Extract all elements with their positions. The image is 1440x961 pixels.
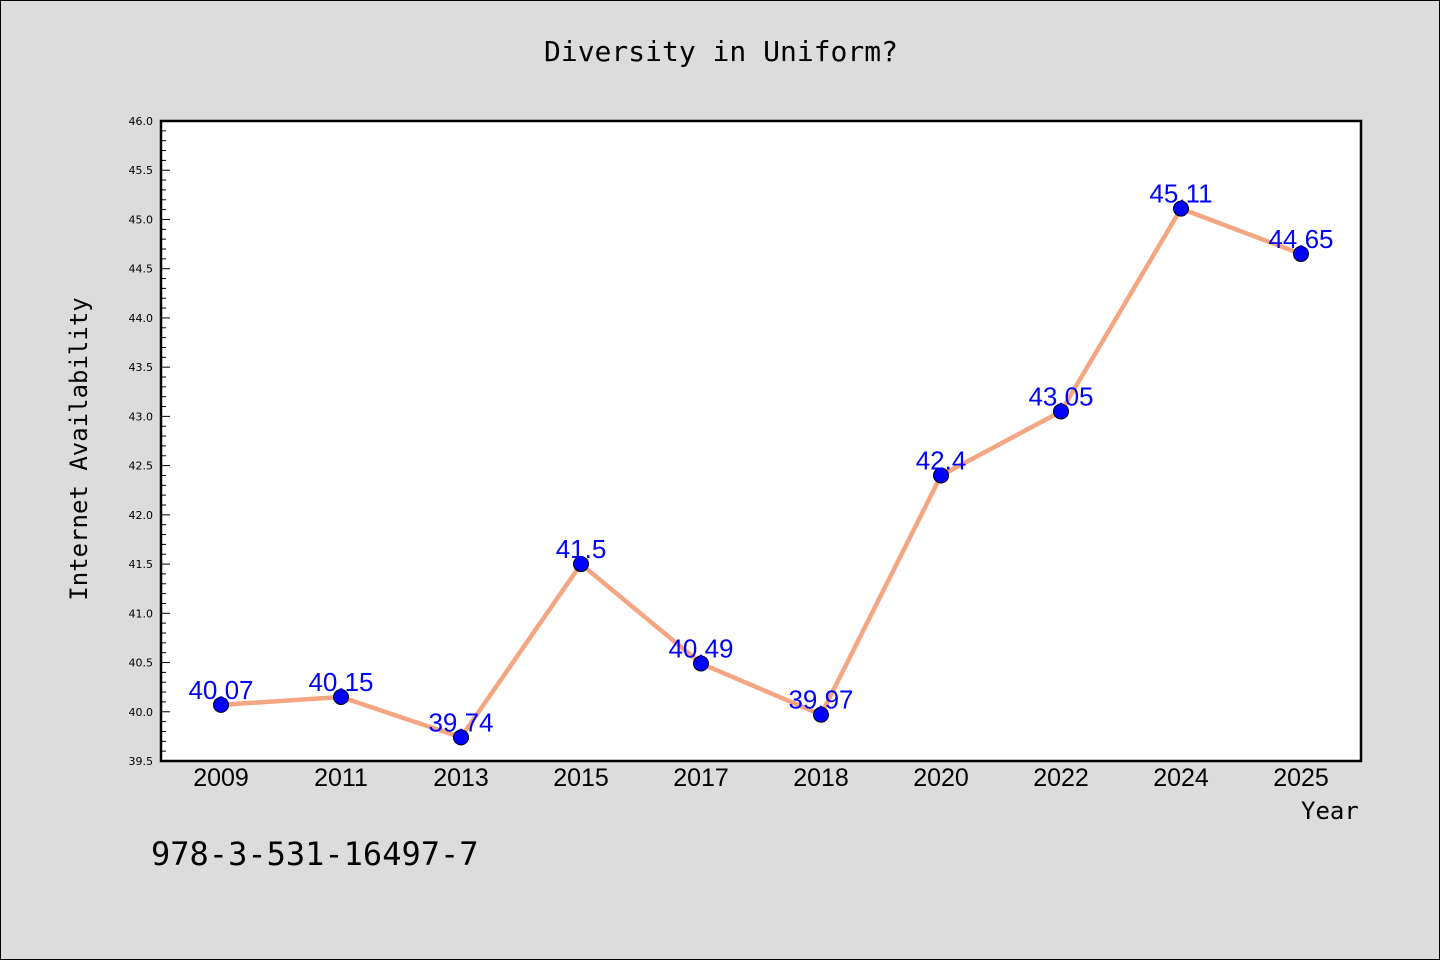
isbn-text: 978-3-531-16497-7	[151, 835, 479, 873]
y-tick-label: 40.0	[129, 706, 154, 719]
y-tick-label: 46.0	[129, 115, 154, 128]
y-tick-label: 41.0	[129, 607, 154, 620]
x-tick-label: 2024	[1153, 764, 1209, 792]
data-point	[1293, 245, 1309, 262]
y-tick-label: 42.5	[129, 460, 154, 473]
data-label: 41.5	[556, 534, 607, 564]
y-tick-label: 39.5	[129, 755, 154, 768]
data-point	[813, 706, 829, 723]
x-tick-label: 2022	[1033, 764, 1089, 792]
y-tick-label: 44.5	[129, 263, 154, 276]
y-tick-label: 45.5	[129, 164, 154, 177]
y-tick-label: 45.0	[129, 213, 154, 226]
y-tick-label: 44.0	[129, 312, 154, 325]
data-point	[933, 467, 949, 484]
plot-frame	[159, 119, 1363, 763]
x-tick-label: 2009	[193, 764, 249, 792]
x-tick-label: 2020	[913, 764, 969, 792]
x-axis-label: Year	[1301, 797, 1359, 825]
data-label: 40.15	[308, 667, 373, 697]
y-tick-label: 40.5	[129, 657, 154, 670]
data-label: 40.07	[188, 675, 253, 705]
data-label: 42.4	[916, 445, 967, 475]
data-point	[333, 689, 349, 705]
x-tick-label: 2025	[1273, 764, 1329, 792]
plot-background	[161, 121, 1361, 761]
x-tick-label: 2011	[314, 764, 368, 792]
x-tick-label: 2017	[673, 764, 729, 792]
data-point	[573, 556, 589, 573]
x-tick-label: 2015	[553, 764, 609, 792]
y-tick-label: 42.0	[129, 509, 154, 522]
data-label: 40.49	[668, 634, 733, 664]
data-point	[693, 655, 709, 672]
data-label: 39.74	[428, 707, 493, 737]
data-label: 43.05	[1028, 381, 1093, 411]
y-tick-label: 43.5	[129, 361, 154, 374]
data-label: 44.65	[1268, 224, 1333, 254]
data-label: 45.11	[1149, 179, 1212, 209]
series-line	[220, 206, 1302, 740]
data-point	[1173, 200, 1189, 217]
data-point	[213, 696, 229, 713]
chart-title: Diversity in Uniform?	[543, 35, 898, 68]
x-tick-label: 2013	[433, 764, 489, 792]
y-tick-label: 43.0	[129, 410, 154, 423]
data-point	[1053, 403, 1069, 420]
x-tick-label: 2018	[793, 764, 849, 792]
y-tick-label: 41.5	[129, 558, 154, 571]
data-point	[453, 729, 469, 746]
data-label: 39.97	[788, 685, 853, 715]
